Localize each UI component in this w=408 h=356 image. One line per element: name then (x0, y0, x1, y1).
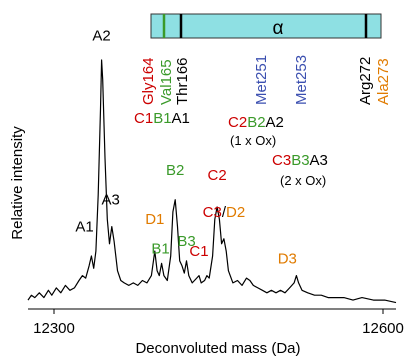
residue-met253: Met253 (293, 55, 310, 105)
residue-val165: Val165 (158, 59, 175, 105)
x-tick-label-12600: 12600 (362, 320, 404, 337)
fragment-3-c: C3 (272, 152, 291, 169)
residue-gly164: Gly164 (140, 57, 157, 105)
alpha-chain-bar (150, 13, 382, 39)
fragment-1-b: B1 (153, 110, 171, 127)
peak-label-part-0: C3 (203, 204, 222, 221)
x-axis-label: Deconvoluted mass (Da) (135, 340, 300, 356)
fragment-label-1: C1B1A1 (134, 110, 190, 127)
alpha-chain-label: α (273, 18, 284, 39)
residue-arg272: Arg272 (357, 57, 374, 105)
fragment-3-b: B3 (291, 152, 309, 169)
peak-label-part-2: D2 (226, 204, 245, 221)
fragment-note-3: (2 x Ox) (280, 173, 326, 188)
fragment-2-b: B2 (247, 114, 265, 131)
x-tick-label-12300: 12300 (33, 320, 75, 337)
residue-labels: Gly164 Val165 Thr166 Met251 Met253 Arg27… (140, 55, 392, 105)
axes: 12300 12600 Deconvoluted mass (Da) Relat… (9, 126, 404, 356)
residue-met251: Met251 (253, 55, 270, 105)
fragment-labels: C1B1A1 C2B2A2 (1 x Ox) C3B3A3 (2 x Ox) (134, 110, 328, 188)
y-axis-label: Relative intensity (9, 126, 26, 240)
fragment-note-2: (1 x Ox) (230, 133, 276, 148)
peak-label-b2: B2 (166, 162, 184, 179)
residue-thr166: Thr166 (174, 57, 191, 105)
fragment-label-3: C3B3A3 (272, 152, 328, 169)
peak-label-b1: B1 (151, 241, 169, 258)
fragment-2-a: A2 (266, 114, 284, 131)
peak-label-part-1: / (222, 204, 227, 221)
fragment-3-a: A3 (310, 152, 328, 169)
peak-label-a2: A2 (92, 27, 110, 44)
peak-label-d1: D1 (145, 211, 164, 228)
protein-map: α (150, 13, 382, 39)
fragment-label-2: C2B2A2 (228, 114, 284, 131)
peak-label-b3: B3 (177, 233, 195, 250)
fragment-2-c: C2 (228, 114, 247, 131)
peak-label-c2: C2 (208, 167, 227, 184)
spectrum-line (27, 59, 397, 304)
peak-label-a1: A1 (75, 219, 93, 236)
peak-label-a3: A3 (102, 192, 120, 209)
fragment-1-a: A1 (172, 110, 190, 127)
peak-label-c3-d2: C3/D2 (203, 204, 246, 221)
peak-label-c1: C1 (189, 243, 208, 260)
peak-label-d3: D3 (278, 250, 297, 267)
residue-ala273: Ala273 (375, 58, 392, 105)
fragment-1-c: C1 (134, 110, 153, 127)
